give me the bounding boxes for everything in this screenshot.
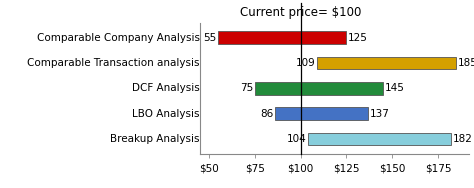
Bar: [317, 57, 456, 69]
Text: 86: 86: [260, 109, 273, 119]
Text: Comparable Company Analysis: Comparable Company Analysis: [37, 33, 200, 43]
Text: 182: 182: [453, 134, 473, 144]
Bar: [255, 82, 383, 95]
Text: 55: 55: [203, 33, 216, 43]
Text: 104: 104: [286, 134, 306, 144]
Text: 185: 185: [458, 58, 474, 68]
Bar: [308, 133, 451, 145]
Bar: [275, 107, 368, 120]
Text: Breakup Analysis: Breakup Analysis: [110, 134, 200, 144]
Text: 109: 109: [296, 58, 315, 68]
Text: Comparable Transaction analysis: Comparable Transaction analysis: [27, 58, 200, 68]
Text: 137: 137: [370, 109, 390, 119]
Text: Current price= $100: Current price= $100: [240, 6, 361, 19]
Text: 125: 125: [348, 33, 368, 43]
Text: 75: 75: [240, 83, 253, 93]
Text: DCF Analysis: DCF Analysis: [132, 83, 200, 93]
Text: 145: 145: [385, 83, 405, 93]
Text: LBO Analysis: LBO Analysis: [132, 109, 200, 119]
Bar: [218, 31, 346, 44]
